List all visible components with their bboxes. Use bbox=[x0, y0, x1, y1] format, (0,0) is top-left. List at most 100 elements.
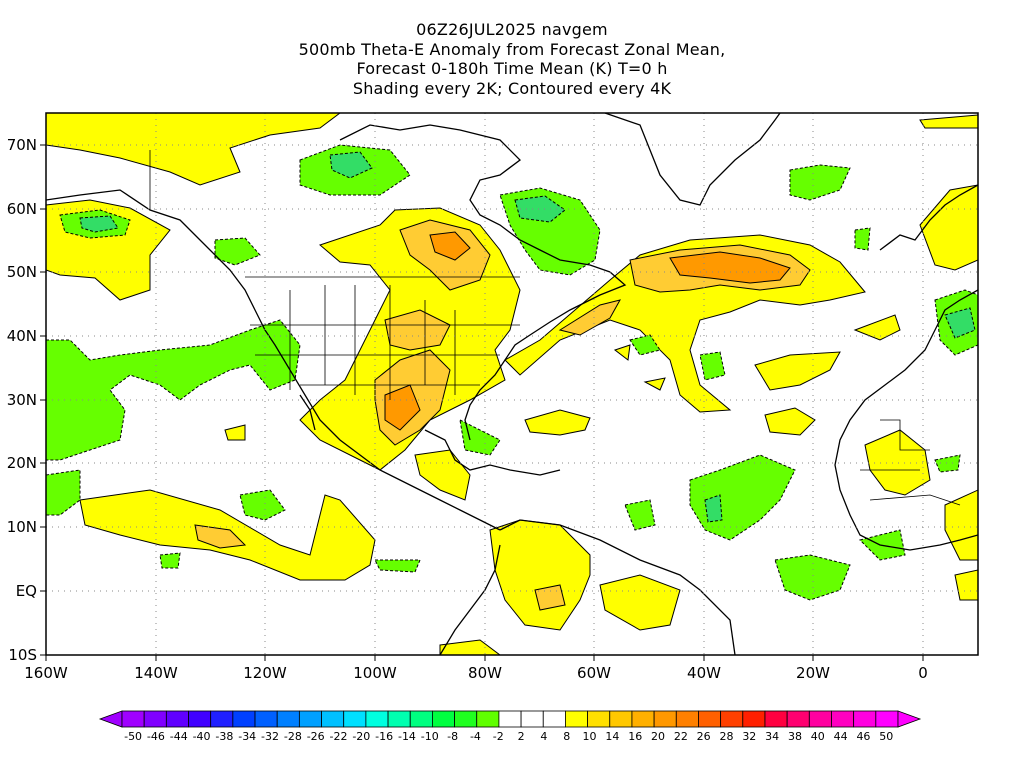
colorbar-swatch bbox=[409, 710, 433, 728]
colorbar-label: 4 bbox=[540, 730, 547, 743]
lat-label: 10S bbox=[8, 646, 37, 664]
colorbar-label: -38 bbox=[215, 730, 233, 743]
colorbar-swatch bbox=[365, 710, 389, 728]
colorbar-swatch bbox=[431, 710, 455, 728]
title-line-2: 500mb Theta-E Anomaly from Forecast Zona… bbox=[298, 39, 726, 59]
lon-label: 120W bbox=[243, 664, 287, 682]
colorbar-label: -28 bbox=[284, 730, 302, 743]
negative-anomaly-shading bbox=[46, 144, 978, 601]
plot-frame bbox=[45, 112, 979, 656]
lon-label: 140W bbox=[134, 664, 178, 682]
colorbar-label: 28 bbox=[719, 730, 733, 743]
colorbar-label: 44 bbox=[834, 730, 848, 743]
colorbar bbox=[98, 710, 922, 728]
lon-label: 0 bbox=[918, 664, 928, 682]
lat-label: 20N bbox=[7, 454, 37, 472]
colorbar-swatch bbox=[276, 710, 300, 728]
colorbar-swatch bbox=[808, 710, 832, 728]
colorbar-label: -20 bbox=[352, 730, 370, 743]
title-line-3: Forecast 0-180h Time Mean (K) T=0 h bbox=[356, 59, 668, 78]
colorbar-label: 14 bbox=[605, 730, 619, 743]
negative-anomaly-core bbox=[79, 151, 976, 523]
colorbar-label: 40 bbox=[811, 730, 825, 743]
colorbar-label: -14 bbox=[398, 730, 416, 743]
colorbar-arrow-left bbox=[98, 710, 123, 728]
colorbar-label: -50 bbox=[124, 730, 142, 743]
colorbar-swatch bbox=[165, 710, 189, 728]
lat-label: EQ bbox=[16, 582, 37, 600]
positive-anomaly-peak bbox=[384, 231, 791, 431]
colorbar-swatch bbox=[210, 710, 234, 728]
colorbar-label: 16 bbox=[628, 730, 642, 743]
colorbar-label: -46 bbox=[147, 730, 165, 743]
colorbar-label: 38 bbox=[788, 730, 802, 743]
colorbar-label: -16 bbox=[375, 730, 393, 743]
colorbar-swatch bbox=[254, 710, 278, 728]
colorbar-swatch bbox=[742, 710, 766, 728]
colorbar-swatch bbox=[343, 710, 367, 728]
political-borders bbox=[149, 150, 961, 506]
coastlines bbox=[46, 113, 978, 655]
lat-label: 50N bbox=[7, 263, 37, 281]
colorbar-swatch bbox=[831, 710, 855, 728]
colorbar-swatch bbox=[454, 710, 478, 728]
colorbar-swatch bbox=[520, 710, 544, 728]
graticule bbox=[46, 113, 978, 655]
colorbar-label: 32 bbox=[742, 730, 756, 743]
colorbar-label: 8 bbox=[563, 730, 570, 743]
colorbar-swatch bbox=[565, 710, 589, 728]
lon-label: 20W bbox=[796, 664, 830, 682]
colorbar-label: -2 bbox=[493, 730, 504, 743]
colorbar-label: -44 bbox=[170, 730, 188, 743]
colorbar-swatch bbox=[298, 710, 322, 728]
colorbar-swatch bbox=[875, 710, 899, 728]
colorbar-label: 26 bbox=[697, 730, 711, 743]
colorbar-label: 46 bbox=[856, 730, 870, 743]
colorbar-swatch bbox=[143, 710, 167, 728]
lon-label: 40W bbox=[687, 664, 721, 682]
lat-label: 60N bbox=[7, 200, 37, 218]
lon-label: 160W bbox=[24, 664, 68, 682]
lat-label: 30N bbox=[7, 391, 37, 409]
colorbar-swatch bbox=[698, 710, 722, 728]
colorbar-swatch bbox=[498, 710, 522, 728]
colorbar-label: -22 bbox=[330, 730, 348, 743]
map-plot-area bbox=[46, 113, 978, 655]
lon-labels: 160W 140W 120W 100W 80W 60W 40W 20W 0 bbox=[24, 664, 928, 682]
colorbar-arrow-right bbox=[897, 710, 922, 728]
colorbar-label: -40 bbox=[193, 730, 211, 743]
colorbar-label: 34 bbox=[765, 730, 779, 743]
colorbar-label: -32 bbox=[261, 730, 279, 743]
colorbar-swatch bbox=[786, 710, 810, 728]
colorbar-labels: -50 -46 -44 -40 -38 -34 -32 -28 -26 -22 -20 -16 -14-… bbox=[124, 730, 893, 743]
colorbar-label: -34 bbox=[238, 730, 256, 743]
colorbar-label: 50 bbox=[879, 730, 893, 743]
lat-labels: 10S EQ 10N 20N 30N 40N 50N 60N 70N bbox=[7, 136, 37, 664]
lon-label: 100W bbox=[353, 664, 397, 682]
colorbar-label: -26 bbox=[307, 730, 325, 743]
colorbar-label: 22 bbox=[674, 730, 688, 743]
colorbar-swatch bbox=[720, 710, 744, 728]
lon-label: 80W bbox=[468, 664, 502, 682]
colorbar-swatch bbox=[675, 710, 699, 728]
colorbar-swatch bbox=[631, 710, 655, 728]
colorbar-swatch bbox=[542, 710, 566, 728]
colorbar-swatch bbox=[121, 710, 145, 728]
colorbar-swatch bbox=[476, 710, 500, 728]
lat-label: 70N bbox=[7, 136, 37, 154]
colorbar-label: -10 bbox=[421, 730, 439, 743]
colorbar-swatch bbox=[853, 710, 877, 728]
colorbar-label: -8 bbox=[447, 730, 458, 743]
colorbar-swatch bbox=[232, 710, 256, 728]
colorbar-swatch bbox=[587, 710, 611, 728]
lon-label: 60W bbox=[577, 664, 611, 682]
colorbar-swatch bbox=[188, 710, 212, 728]
colorbar-label: 10 bbox=[583, 730, 597, 743]
lat-label: 10N bbox=[7, 518, 37, 536]
title-line-4: Shading every 2K; Contoured every 4K bbox=[352, 78, 672, 98]
colorbar-swatch bbox=[653, 710, 677, 728]
lat-tick-marks bbox=[40, 144, 46, 656]
lon-tick-marks bbox=[45, 655, 924, 661]
colorbar-label: -4 bbox=[470, 730, 481, 743]
